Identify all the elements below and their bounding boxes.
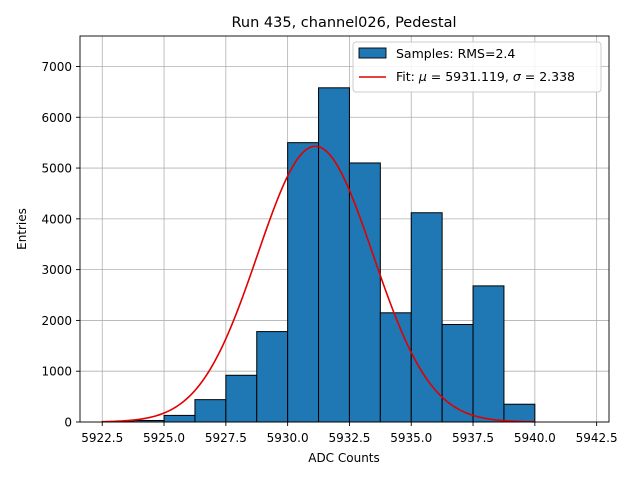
- y-tick-label: 5000: [41, 162, 72, 176]
- histogram-bars: [101, 87, 536, 423]
- x-tick-label: 5942.5: [576, 431, 618, 445]
- y-tick-label: 7000: [41, 60, 72, 74]
- fit-curve: [102, 145, 535, 423]
- histogram-bar: [441, 323, 474, 423]
- x-tick-label: 5932.5: [328, 431, 370, 445]
- histogram-bar: [194, 399, 227, 423]
- x-tick-label: 5927.5: [205, 431, 247, 445]
- histogram-bar: [256, 331, 289, 423]
- x-tick-label: 5925.0: [143, 431, 185, 445]
- x-tick-label: 5937.5: [452, 431, 494, 445]
- y-tick-label: 3000: [41, 263, 72, 277]
- x-axis-ticks: 5922.5 5925.0 5927.5 5930.0 5932.5 5935.0 5937…: [81, 422, 618, 445]
- legend-box: [352, 41, 602, 93]
- y-tick-label: 2000: [41, 314, 72, 328]
- histogram-bar: [410, 212, 443, 423]
- legend-histogram-swatch: [358, 47, 387, 59]
- plot-frame: [79, 35, 610, 423]
- histogram-bar: [225, 374, 258, 423]
- y-tick-label: 0: [64, 416, 72, 430]
- x-tick-label: 5922.5: [81, 431, 123, 445]
- chart-title: Run 435, channel026, Pedestal: [231, 15, 456, 31]
- histogram-bar: [472, 285, 505, 423]
- legend-fit-label: Fit: μ = 5931.119, σ = 2.338: [396, 69, 575, 84]
- histogram-bar: [379, 312, 412, 423]
- x-tick-label: 5935.0: [390, 431, 432, 445]
- x-tick-label: 5930.0: [267, 431, 309, 445]
- legend: Samples: RMS=2.4 Fit: μ = 5931.119, σ = …: [352, 41, 602, 93]
- y-axis-ticks: 0 1000 2000 3000 4000 5000 6000 7000: [41, 60, 80, 430]
- y-axis-label: Entries: [15, 208, 29, 250]
- x-axis-label: ADC Counts: [308, 451, 380, 465]
- histogram-bar: [503, 403, 536, 423]
- legend-histogram-label: Samples: RMS=2.4: [396, 46, 515, 61]
- histogram-bar: [318, 87, 350, 423]
- x-tick-label: 5940.0: [514, 431, 556, 445]
- histogram-bar: [163, 414, 196, 423]
- y-tick-label: 6000: [41, 111, 72, 125]
- histogram-bar: [287, 142, 320, 423]
- y-tick-label: 1000: [41, 365, 72, 379]
- y-tick-label: 4000: [41, 212, 72, 226]
